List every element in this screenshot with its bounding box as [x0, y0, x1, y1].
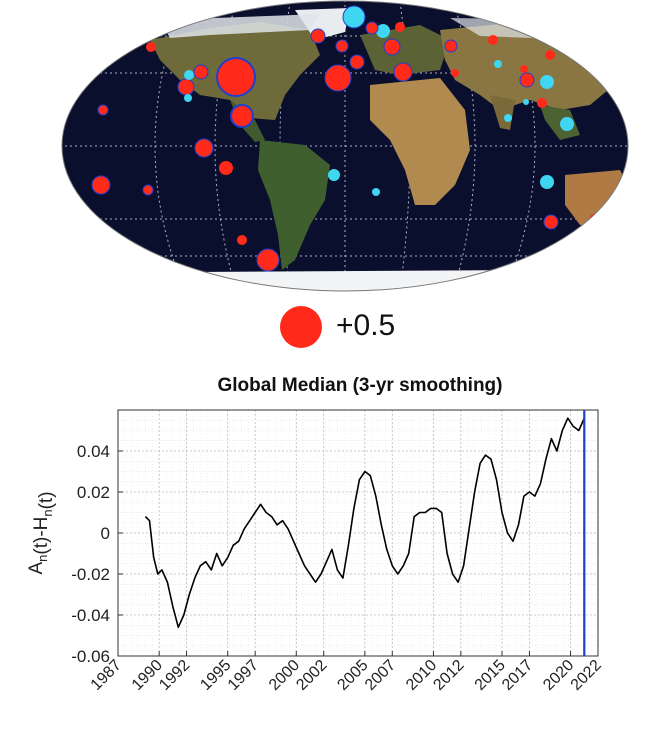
warm-marker	[216, 57, 256, 97]
x-tick-label: 2002	[293, 657, 330, 694]
y-tick-label: 0.04	[77, 442, 110, 461]
y-axis-label-part: (t)	[36, 491, 57, 509]
legend-marker	[280, 306, 322, 348]
warm-marker	[383, 38, 401, 56]
x-tick-label: 2012	[430, 657, 467, 694]
x-tick-label: 2022	[568, 657, 605, 694]
chart-title: Global Median (3-yr smoothing)	[217, 375, 503, 396]
cool-marker	[372, 188, 380, 196]
cool-marker	[540, 175, 554, 189]
warm-marker	[393, 62, 413, 82]
x-tick-label: 2017	[499, 657, 536, 694]
y-axis-label-part: (t)-H	[31, 517, 52, 555]
warm-marker	[506, 274, 516, 284]
warm-marker	[335, 39, 349, 53]
warm-marker	[91, 175, 111, 195]
cool-marker	[504, 114, 512, 122]
warm-marker	[177, 78, 195, 96]
world-map	[61, 0, 629, 292]
y-tick-label: -0.06	[71, 647, 110, 666]
legend-label: +0.5	[336, 309, 396, 342]
warm-marker	[237, 235, 247, 245]
warm-marker	[256, 248, 280, 272]
x-tick-label: 1992	[156, 657, 193, 694]
cool-marker	[328, 169, 340, 181]
warm-marker	[146, 42, 156, 52]
warm-marker	[230, 104, 254, 128]
y-tick-label: -0.04	[71, 606, 110, 625]
x-tick-label: 1995	[197, 657, 234, 694]
y-tick-label: 0.02	[77, 483, 110, 502]
data-line	[144, 417, 586, 629]
warm-marker	[395, 22, 405, 32]
warm-marker	[194, 138, 214, 158]
y-axis-label-subscript: n	[40, 509, 55, 516]
y-tick-label: -0.02	[71, 565, 110, 584]
warm-marker	[219, 161, 233, 175]
y-axis-label-part: A	[26, 562, 47, 575]
x-tick-label: 2015	[472, 657, 509, 694]
warm-marker	[519, 72, 535, 88]
warm-marker	[97, 104, 109, 116]
cool-marker	[184, 94, 192, 102]
y-axis-label-subscript: n	[35, 555, 50, 562]
warm-marker	[310, 28, 326, 44]
x-tick-label: 2005	[334, 657, 371, 694]
warm-marker	[520, 65, 528, 73]
x-tick-label: 2020	[540, 657, 577, 694]
legend: +0.5	[280, 305, 480, 348]
warm-marker	[537, 98, 547, 108]
warm-marker	[324, 64, 352, 92]
warm-marker	[451, 69, 459, 77]
x-tick-label: 1997	[225, 657, 262, 694]
cool-marker	[184, 70, 194, 80]
cool-marker	[494, 60, 502, 68]
warm-marker	[545, 50, 555, 60]
y-tick-label: 0	[101, 524, 110, 543]
x-tick-label: 1990	[129, 657, 166, 694]
warm-marker	[488, 35, 498, 45]
cool-marker	[376, 24, 390, 38]
x-tick-label: 2010	[403, 657, 440, 694]
cool-marker	[560, 117, 574, 131]
x-tick-label: 2000	[266, 657, 303, 694]
warm-marker	[543, 214, 559, 230]
x-tick-label: 2007	[362, 657, 399, 694]
cool-marker	[342, 5, 366, 29]
cool-marker	[523, 99, 529, 105]
warm-marker	[142, 184, 154, 196]
warm-marker	[193, 64, 209, 80]
cool-marker	[540, 75, 554, 89]
warm-marker	[444, 39, 458, 53]
warm-marker	[365, 21, 379, 35]
y-axis-label: An(t)-Hn(t)	[26, 491, 57, 574]
warm-marker	[349, 54, 365, 70]
